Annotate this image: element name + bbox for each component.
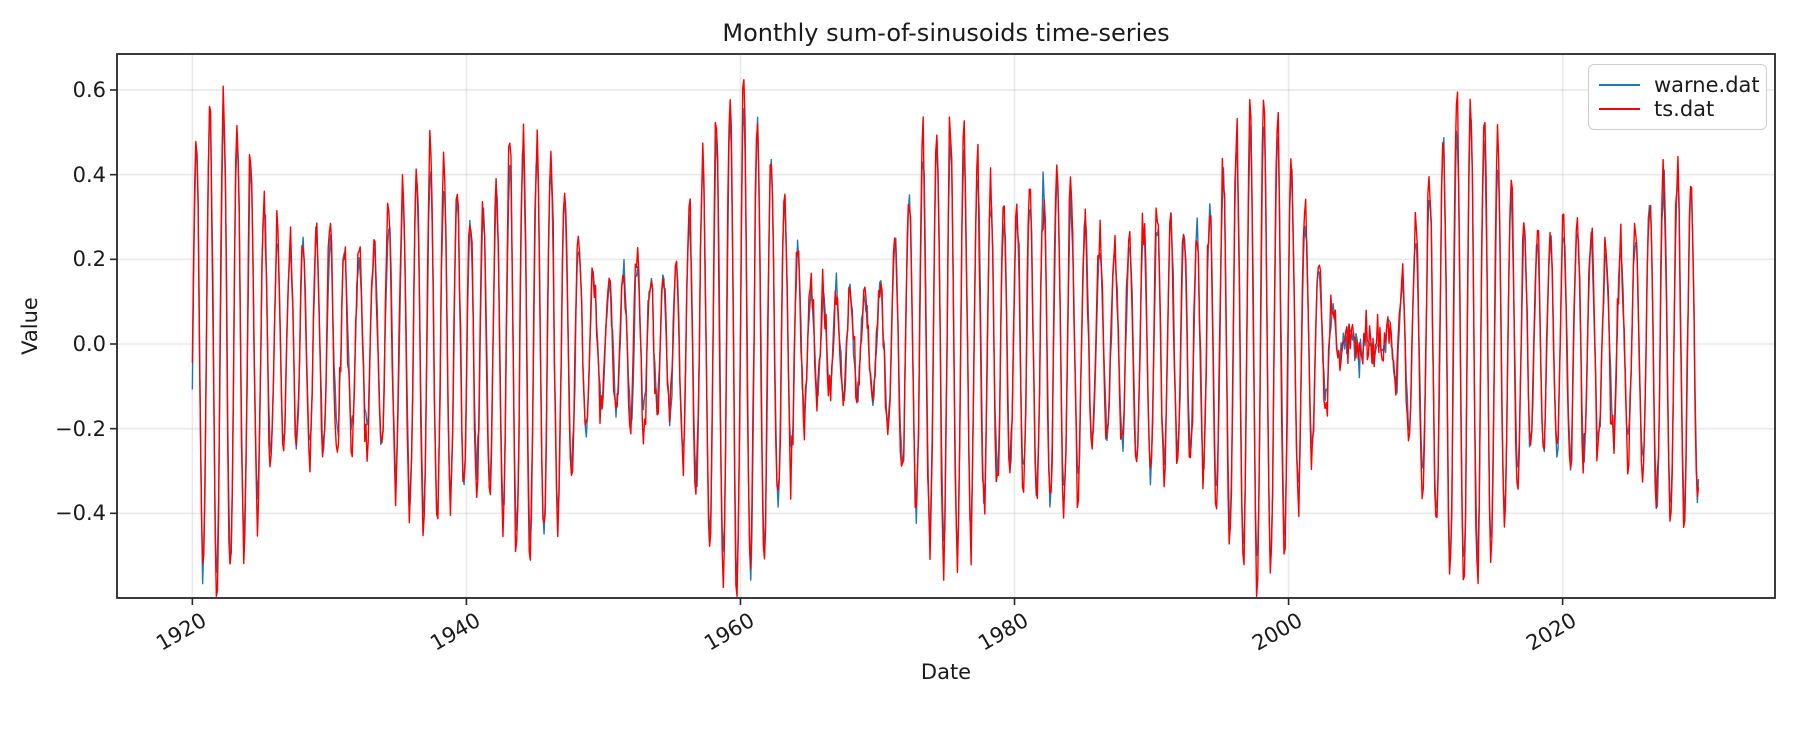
y-tick-label: −0.4 <box>55 501 106 526</box>
chart-title: Monthly sum-of-sinusoids time-series <box>722 19 1170 47</box>
y-tick-label: 0.4 <box>72 162 106 187</box>
axes-spines <box>116 53 1776 599</box>
y-tick-label: 0.6 <box>72 77 106 102</box>
legend-entry-ts: ts.dat <box>1599 97 1756 121</box>
legend-line-sample-red <box>1599 108 1640 110</box>
legend: warne.dat ts.dat <box>1588 64 1767 130</box>
legend-label: warne.dat <box>1654 73 1760 97</box>
legend-entry-warne: warne.dat <box>1599 73 1760 97</box>
series-line-ts-dat <box>191 78 1700 598</box>
y-tick-label: 0.2 <box>72 247 106 272</box>
x-axis-label: Date <box>920 660 972 684</box>
y-tick-label: 0.0 <box>72 331 106 356</box>
legend-label: ts.dat <box>1654 97 1715 121</box>
y-tick-label: −0.2 <box>55 416 106 441</box>
legend-line-sample-blue <box>1599 84 1640 86</box>
